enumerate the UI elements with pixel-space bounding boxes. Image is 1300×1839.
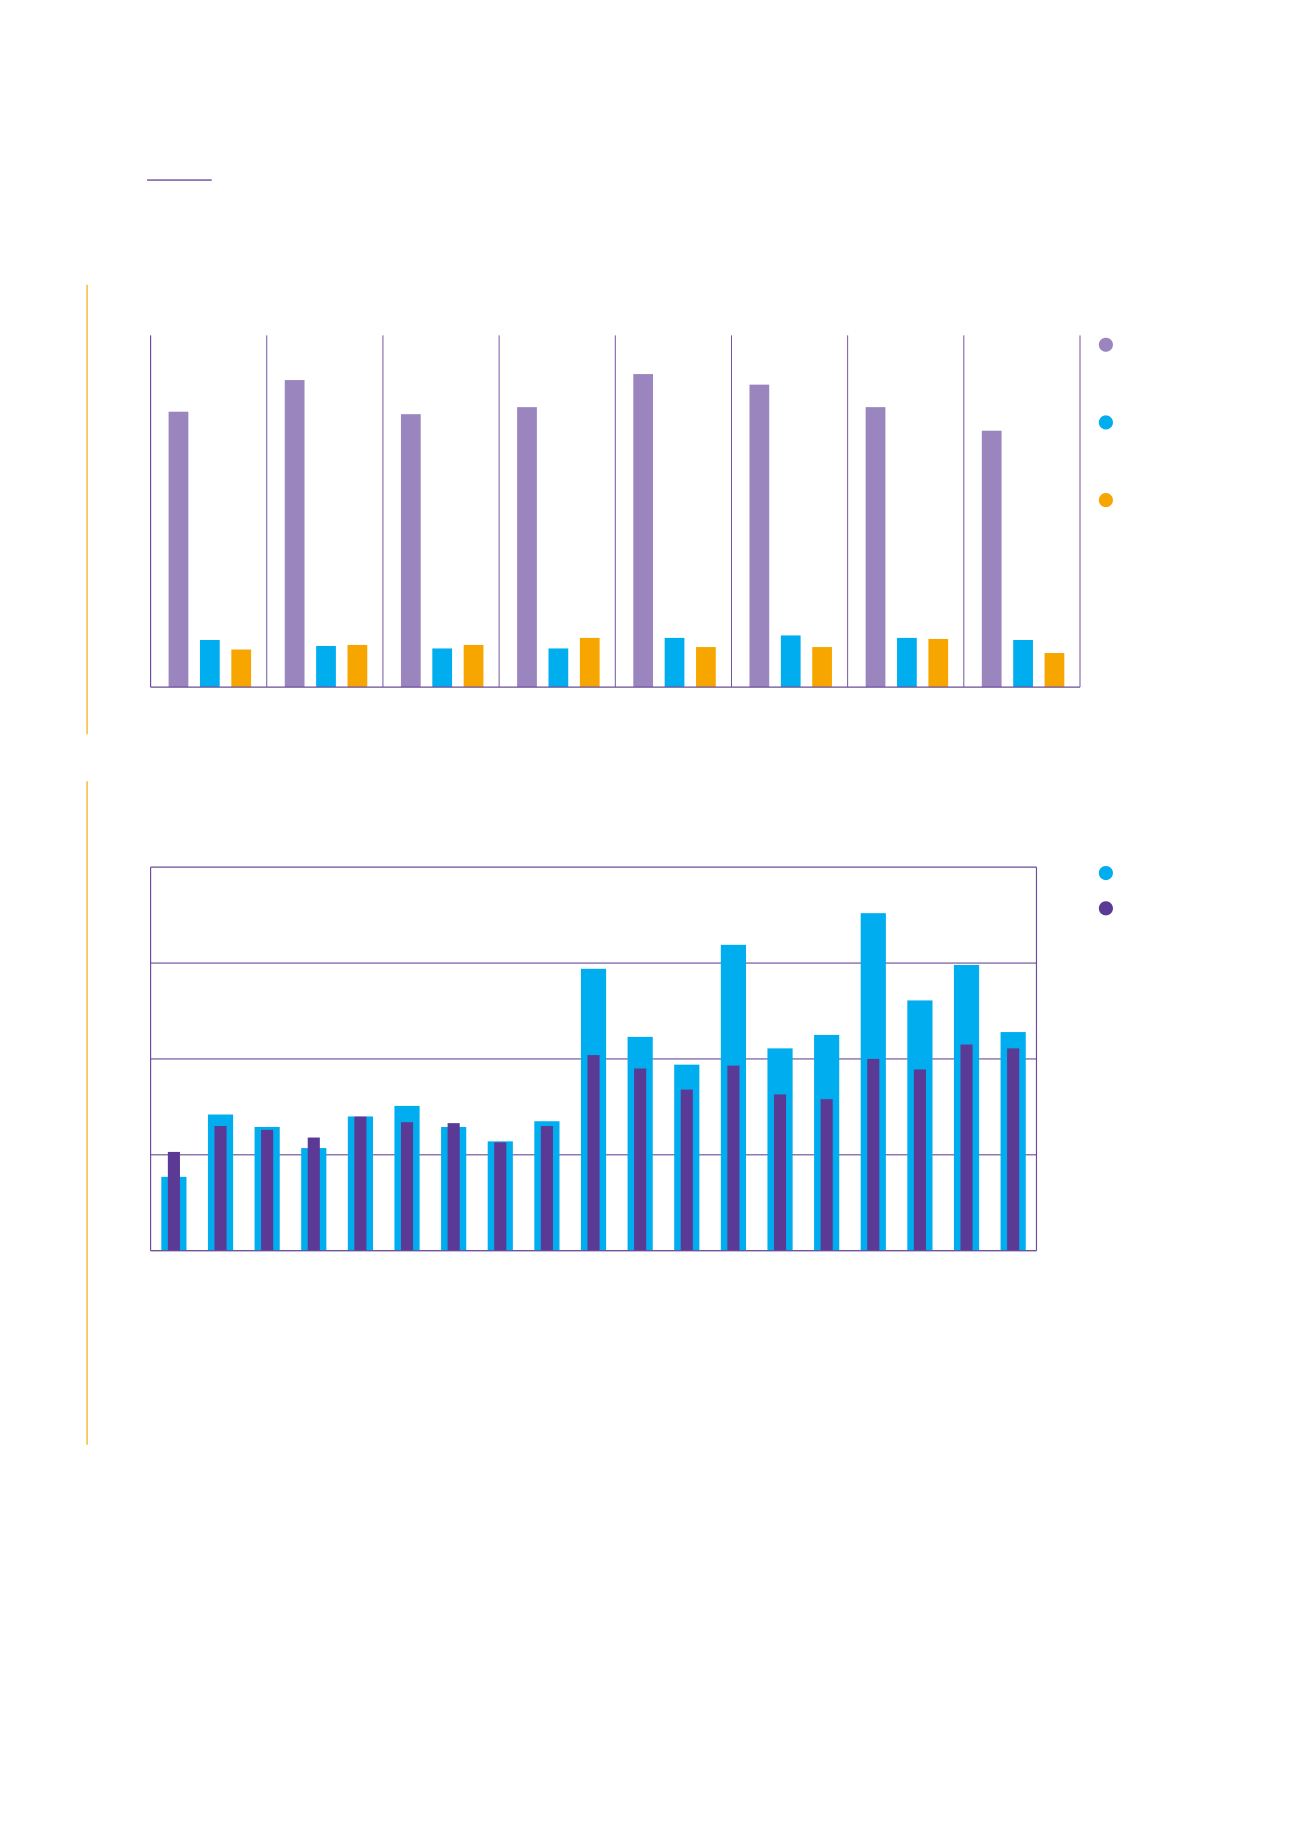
bar — [897, 637, 917, 688]
legend-marker — [1098, 415, 1113, 430]
bar — [812, 647, 832, 688]
bar — [780, 635, 801, 688]
bar — [231, 649, 252, 688]
bar — [1013, 640, 1033, 688]
bar — [865, 407, 886, 688]
bar — [1044, 653, 1065, 688]
bar — [347, 644, 368, 688]
bar — [960, 1044, 973, 1251]
legend-marker — [1098, 901, 1113, 916]
bar — [749, 384, 770, 688]
bar — [167, 1151, 180, 1251]
bar — [199, 640, 220, 688]
bar — [307, 1137, 320, 1251]
legend-marker — [1098, 493, 1113, 508]
bar — [913, 1069, 926, 1251]
bar — [727, 1065, 740, 1251]
bar — [168, 411, 189, 688]
bar — [664, 637, 685, 688]
bar — [1007, 1048, 1020, 1251]
bar — [214, 1126, 227, 1251]
bar — [463, 644, 484, 688]
bar — [354, 1116, 367, 1251]
bar — [773, 1094, 787, 1251]
bar — [633, 374, 654, 688]
bar — [284, 380, 305, 688]
bar — [316, 645, 336, 688]
bar — [517, 407, 537, 688]
bar — [928, 638, 949, 688]
bar — [634, 1068, 647, 1251]
bar — [261, 1129, 274, 1251]
bar — [447, 1123, 460, 1251]
bar — [432, 648, 453, 688]
bar — [400, 414, 421, 688]
bar — [587, 1055, 600, 1251]
bar — [696, 647, 716, 688]
bar — [981, 430, 1002, 688]
bar — [867, 1058, 880, 1251]
bar — [680, 1089, 693, 1251]
bar — [820, 1099, 833, 1251]
bar — [540, 1126, 553, 1251]
bar — [400, 1122, 414, 1251]
legend-marker — [1098, 337, 1113, 352]
bar — [548, 648, 569, 688]
legend-marker — [1098, 865, 1113, 881]
bar — [494, 1142, 507, 1251]
bar — [579, 637, 600, 688]
